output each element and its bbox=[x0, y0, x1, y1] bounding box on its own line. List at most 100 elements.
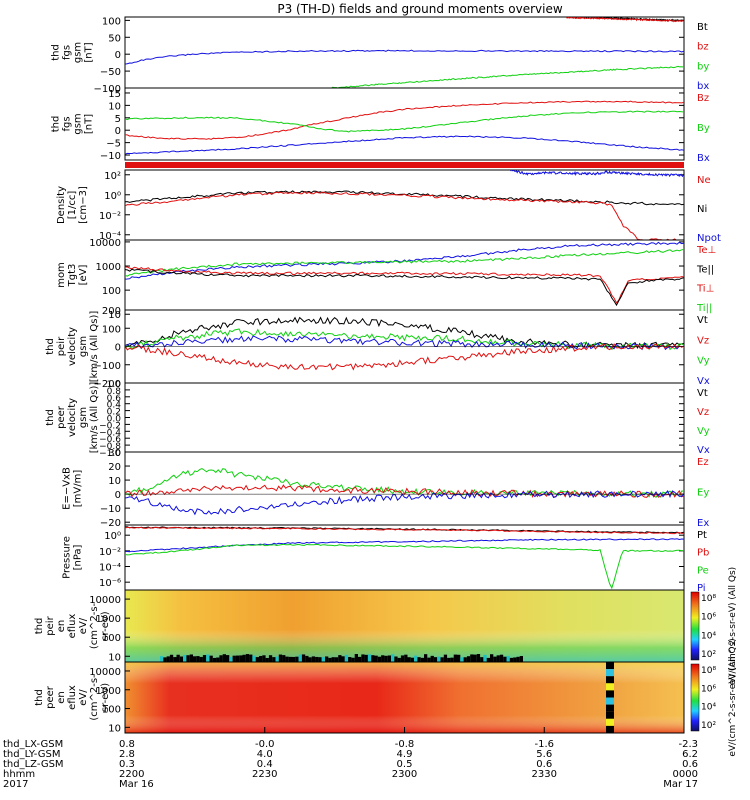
ytick-label: 1000 bbox=[96, 262, 121, 273]
time-row-label: thd_LY-GSM bbox=[3, 749, 60, 760]
legend: Bz By Bx bbox=[697, 93, 710, 164]
ytick-label: 0.0 bbox=[107, 415, 122, 425]
colorbar-tick: 10⁴ bbox=[701, 631, 716, 641]
ylabel-line: eV/ bbox=[78, 689, 89, 706]
time-row-value: Mar 16 bbox=[119, 779, 154, 790]
series-Ey bbox=[125, 468, 684, 498]
panel-frame bbox=[124, 169, 685, 241]
ylabel-line: Pressure bbox=[62, 536, 73, 579]
ytick-label: −5 bbox=[106, 139, 121, 150]
legend: Ne Ni Npot bbox=[697, 175, 721, 244]
spectrogram-shade bbox=[125, 662, 684, 733]
ytick-label: 1000 bbox=[96, 614, 121, 625]
legend: Te⊥ Te|| Ti⊥ Ti|| bbox=[696, 245, 716, 314]
legend-By: By bbox=[697, 123, 710, 134]
colorbar-label: eV/(cm^2-s-sr-eV) (All Qs) bbox=[728, 638, 738, 756]
ylabel-line: Tgt3 bbox=[67, 264, 78, 288]
series-group bbox=[125, 468, 684, 516]
ylabel-line: [nPa] bbox=[73, 544, 84, 570]
ylabel-line: thd bbox=[45, 338, 56, 355]
ytick-label: 100 bbox=[102, 16, 121, 27]
legend: Ez Ey Ex bbox=[697, 457, 709, 529]
series-Te|| bbox=[125, 268, 684, 307]
ytick-label: 15 bbox=[108, 89, 121, 100]
time-row-value: 2.8 bbox=[119, 749, 135, 760]
ytick-label: 1.0 bbox=[107, 380, 122, 390]
ytick-label: 10 bbox=[108, 652, 121, 663]
panel-efield: 30 20 10 0 −10 −20 E=−VxB [mV/m] Ez Ey Ex bbox=[62, 448, 710, 529]
time-row-value: -2.3 bbox=[678, 739, 698, 750]
panel-frame bbox=[124, 16, 685, 89]
colorbar: 10⁸ 10⁶ 10⁴ 10² eV/(cm^2-s-sr-eV) (All Qs) bbox=[690, 638, 738, 757]
legend-Bx: Bx bbox=[697, 153, 710, 164]
ytick-label: 10⁰ bbox=[104, 191, 121, 202]
panel-density: 10² 10⁰ 10⁻² 10⁻⁴ Density [1/cc] [cm−3] Ne Ni Npo… bbox=[56, 169, 721, 244]
series-Te⊥ bbox=[125, 266, 684, 304]
series-Vy bbox=[125, 328, 684, 351]
ylabel-line: velocity bbox=[67, 398, 78, 437]
panel-frame bbox=[124, 382, 685, 453]
ylabel-line: Density bbox=[56, 186, 67, 224]
legend-Bt: Bt bbox=[697, 22, 708, 33]
legend: Vt Vz Vy Vx bbox=[697, 315, 710, 387]
time-row-label: hhmm bbox=[3, 769, 35, 780]
time-row-label: 2017 bbox=[3, 779, 28, 790]
legend-Vx: Vx bbox=[697, 445, 710, 456]
ytick-label: −50 bbox=[100, 67, 121, 78]
ytick-label: 200 bbox=[102, 306, 121, 317]
series-Bz bbox=[125, 100, 684, 140]
time-row-value: -0.0 bbox=[255, 739, 275, 750]
time-row-label: thd_LZ-GSM bbox=[3, 759, 64, 770]
panel-peir_eflux: 10000 1000 100 10 10⁸ 10⁶ 10⁴ 10² eV/(cm^2-s-sr-… bbox=[34, 567, 738, 685]
ytick-label: −1.0 bbox=[99, 449, 121, 459]
legend-Pi: Pi bbox=[697, 583, 706, 594]
time-row-value: 0000 bbox=[673, 769, 698, 780]
series-by bbox=[331, 65, 684, 88]
ylabel-line: velocity bbox=[67, 327, 78, 366]
series-group bbox=[125, 526, 684, 590]
ytick-label: 0 bbox=[115, 50, 121, 61]
series-Pe bbox=[125, 543, 684, 590]
series-bx bbox=[125, 49, 684, 65]
ylabel-line: (cm^2-s- bbox=[89, 602, 100, 649]
legend-Pb: Pb bbox=[697, 548, 709, 559]
ytick-label: −10 bbox=[100, 504, 121, 515]
legend-Ez: Ez bbox=[697, 457, 709, 468]
ytick-label: 100 bbox=[102, 633, 121, 644]
spectrogram-gap bbox=[606, 662, 614, 733]
legend-Vz: Vz bbox=[697, 335, 709, 346]
ytick-label: 10000 bbox=[89, 238, 121, 249]
ytick-label: 10⁻⁴ bbox=[99, 231, 121, 242]
colorbar-tick: 10⁴ bbox=[701, 703, 716, 713]
legend-Npot: Npot bbox=[697, 233, 721, 244]
ytick-label: 20 bbox=[108, 462, 121, 473]
series-group bbox=[125, 241, 684, 307]
ytick-label: 10⁻⁶ bbox=[99, 578, 121, 589]
ylabel-line: [km/s (All Qs)] bbox=[89, 311, 100, 383]
legend-Bz: Bz bbox=[697, 93, 709, 104]
series-By bbox=[125, 110, 684, 133]
series-Vz bbox=[125, 343, 684, 371]
legend-bx: bx bbox=[697, 81, 709, 92]
ytick-label: 10⁻² bbox=[99, 211, 121, 222]
spectrogram-shade bbox=[125, 590, 684, 662]
ytick-label: 0.8 bbox=[107, 387, 122, 397]
time-row-value: 2230 bbox=[252, 769, 277, 780]
time-row-value: 0.5 bbox=[397, 759, 413, 770]
ytick-label: 0 bbox=[115, 490, 121, 501]
colorbar-tick: 10² bbox=[701, 650, 716, 660]
ytick-label: 50 bbox=[108, 33, 121, 44]
series-Ti|| bbox=[125, 248, 684, 277]
series-Vx bbox=[125, 335, 684, 351]
ylabel-line: peer bbox=[56, 405, 67, 429]
time-row-value: 0.6 bbox=[536, 759, 552, 770]
ytick-label: 10⁰ bbox=[104, 531, 121, 542]
ytick-label: 10 bbox=[108, 476, 121, 487]
series-Pb bbox=[125, 526, 684, 535]
ylabel-line: fgs bbox=[62, 116, 73, 131]
ylabel-line: eflux bbox=[67, 685, 78, 710]
ylabel-line: thd bbox=[34, 689, 45, 706]
time-row-value: 2330 bbox=[532, 769, 557, 780]
